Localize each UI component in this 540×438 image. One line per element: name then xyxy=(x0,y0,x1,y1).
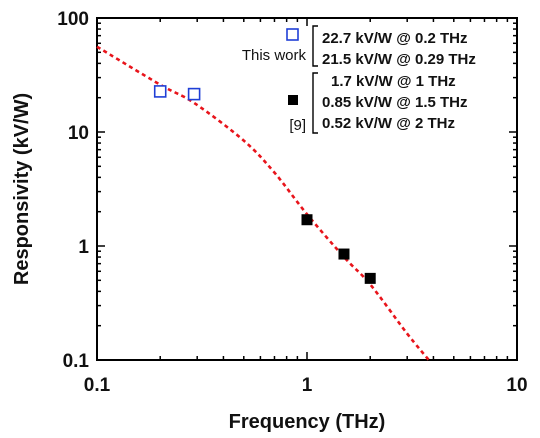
tick-labels: 0.1 1 10 0.1 1 10 100 xyxy=(57,9,527,396)
data-point-this-work xyxy=(153,85,167,98)
data-point-ref9 xyxy=(301,214,313,226)
legend-entry-ref9-3: 0.52 kV/W @ 2 THz xyxy=(322,115,455,132)
legend-marker-ref9 xyxy=(288,95,298,105)
data-points-layer xyxy=(153,85,376,284)
y-tick-label: 0.1 xyxy=(63,351,90,372)
legend-entry-this-work-2: 21.5 kV/W @ 0.29 THz xyxy=(322,51,476,68)
legend-bracket-ref9 xyxy=(312,72,318,134)
fit-curve xyxy=(96,45,430,361)
y-tick-label: 10 xyxy=(68,123,89,144)
legend-marker-this-work xyxy=(286,28,299,41)
y-tick-label: 1 xyxy=(78,237,89,258)
legend-entry-ref9-1: 1.7 kV/W @ 1 THz xyxy=(331,73,456,90)
legend-label-this-work: This work xyxy=(242,47,307,64)
fit-curve-layer xyxy=(96,45,430,361)
plot-frame xyxy=(96,17,518,361)
legend-entry-this-work-1: 22.7 kV/W @ 0.2 THz xyxy=(322,30,468,47)
x-axis-title: Frequency (THz) xyxy=(229,411,386,433)
data-point-ref9 xyxy=(338,248,350,260)
data-point-ref9 xyxy=(364,272,376,284)
x-tick-label: 0.1 xyxy=(84,375,111,396)
y-axis-title: Responsivity (kV/W) xyxy=(11,93,33,285)
legend-entry-ref9-2: 0.85 kV/W @ 1.5 THz xyxy=(322,94,468,111)
axis-ticks xyxy=(96,17,518,361)
legend-label-ref9: [9] xyxy=(289,117,306,134)
legend-bracket-this-work xyxy=(312,25,318,67)
legend: This work 22.7 kV/W @ 0.2 THz 21.5 kV/W … xyxy=(242,25,476,134)
x-tick-label: 1 xyxy=(302,375,313,396)
y-tick-label: 100 xyxy=(57,9,89,30)
x-tick-label: 10 xyxy=(506,375,527,396)
data-point-this-work xyxy=(187,87,201,101)
